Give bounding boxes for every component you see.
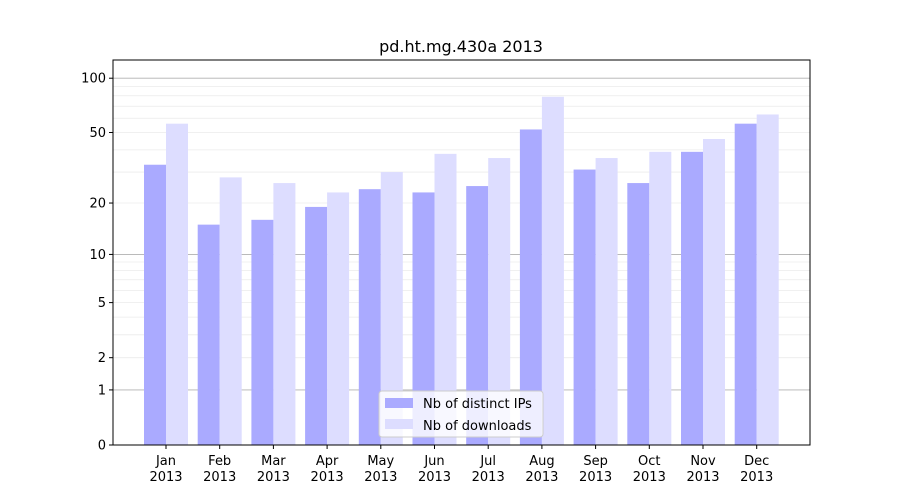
y-tick-label: 0	[98, 439, 106, 454]
y-tick-label: 5	[98, 296, 106, 311]
x-tick-label-year: 2013	[257, 470, 290, 485]
x-tick-label-month: Jan	[155, 454, 176, 469]
x-tick-label-year: 2013	[579, 470, 612, 485]
x-tick-label-year: 2013	[633, 470, 666, 485]
bar-downloads	[756, 114, 779, 446]
x-tick-label-year: 2013	[740, 470, 773, 485]
legend-label-downloads: Nb of downloads	[423, 419, 532, 434]
x-tick-label-month: Aug	[529, 454, 554, 469]
bar-downloads	[434, 153, 457, 445]
x-tick-label-month: Dec	[744, 454, 769, 469]
y-tick-label: 2	[98, 351, 106, 366]
bar-distinct-ips	[573, 169, 596, 445]
bar-downloads	[166, 123, 188, 446]
bar-downloads	[327, 192, 350, 445]
bar-distinct-ips	[144, 164, 166, 445]
y-tick-label: 20	[89, 197, 106, 212]
bar-downloads	[488, 158, 511, 445]
y-axis: 0 1 2 5 10 20 50 100	[81, 72, 113, 454]
legend-swatch-ips	[385, 398, 413, 408]
bar-distinct-ips	[681, 151, 703, 445]
bar-distinct-ips	[305, 206, 328, 445]
legend-label-ips: Nb of distinct IPs	[423, 397, 532, 412]
bar-distinct-ips	[197, 224, 220, 445]
legend-swatch-downloads	[385, 419, 413, 429]
bar-downloads	[649, 151, 672, 445]
legend-box	[378, 390, 544, 438]
bar-distinct-ips	[519, 129, 542, 445]
x-tick-label-month: Nov	[690, 454, 716, 469]
x-tick-label-year: 2013	[472, 470, 505, 485]
chart-title: pd.ht.mg.430a 2013	[379, 37, 543, 56]
x-tick-label-month: Jun	[423, 454, 444, 469]
bar-downloads	[219, 177, 242, 445]
bar-distinct-ips	[412, 192, 435, 445]
bar-downloads	[380, 172, 403, 445]
x-tick-label-year: 2013	[525, 470, 558, 485]
y-tick-label: 10	[89, 248, 106, 263]
legend: Nb of distinct IPs Nb of downloads	[378, 390, 544, 438]
axes-frame	[112, 59, 811, 446]
y-tick-label: 50	[89, 126, 106, 141]
bar-distinct-ips	[466, 186, 489, 445]
x-tick-label-month: May	[367, 454, 394, 469]
x-tick-label-year: 2013	[686, 470, 719, 485]
bar-distinct-ips	[627, 183, 650, 445]
x-tick-label-month: Sep	[583, 454, 608, 469]
x-axis: Jan2013Feb2013Mar2013Apr2013May2013Jun20…	[149, 445, 773, 485]
x-tick-label-year: 2013	[203, 470, 236, 485]
bar-distinct-ips	[251, 219, 274, 445]
x-tick-label-year: 2013	[418, 470, 451, 485]
x-tick-label-month: Feb	[208, 454, 231, 469]
x-tick-label-year: 2013	[311, 470, 344, 485]
x-tick-label-year: 2013	[364, 470, 397, 485]
x-tick-label-year: 2013	[149, 470, 182, 485]
bar-downloads	[595, 158, 618, 445]
bar-distinct-ips	[358, 189, 381, 445]
y-tick-label: 100	[81, 72, 106, 87]
bars	[144, 96, 779, 446]
x-tick-label-month: Jul	[479, 454, 496, 469]
y-tick-label: 1	[98, 383, 106, 398]
bar-downloads	[703, 139, 725, 445]
bar-distinct-ips	[734, 123, 757, 446]
x-tick-label-month: Mar	[261, 454, 286, 469]
x-tick-label-month: Apr	[316, 454, 339, 469]
bar-downloads	[541, 96, 564, 446]
x-tick-label-month: Oct	[638, 454, 660, 469]
bar-downloads	[273, 183, 296, 445]
